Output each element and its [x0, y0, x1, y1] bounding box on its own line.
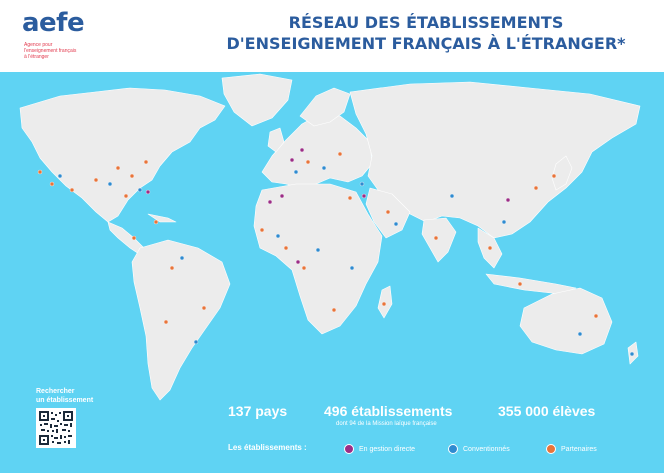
map-dot-conventionne	[275, 233, 281, 239]
land-cuba	[147, 213, 177, 223]
map-dot-partenaire	[305, 159, 311, 165]
legend-orange-dot-icon	[546, 444, 556, 454]
map-dot-partenaire	[337, 151, 343, 157]
land-india	[421, 217, 457, 263]
map-dot-partenaire	[153, 219, 159, 225]
map-dot-partenaire	[593, 313, 599, 319]
map-dot-partenaire	[283, 245, 289, 251]
map-dot-partenaire	[163, 319, 169, 325]
qr-label: Rechercher un établissement	[36, 387, 93, 405]
land-asia	[349, 81, 641, 239]
map-dot-partenaire	[123, 193, 129, 199]
legend-item-label: En gestion directe	[359, 445, 416, 453]
stat-students: 355 000 élèves	[498, 403, 596, 419]
map-dot-partenaire	[143, 159, 149, 165]
map-dot-conventionne	[57, 173, 63, 179]
logo-tagline-line-3: à l'étranger	[24, 54, 49, 60]
land-australia	[519, 287, 613, 355]
stat-schools: 496 établissements	[324, 403, 453, 419]
map-dot-conventionne	[315, 247, 321, 253]
map-dot-conventionne	[321, 165, 327, 171]
map-dot-gestion-directe	[505, 197, 511, 203]
map-dot-gestion-directe	[267, 199, 273, 205]
map-dot-partenaire	[115, 165, 121, 171]
map-dot-gestion-directe	[295, 259, 301, 265]
legend-item-partenaires: Partenaires	[546, 444, 597, 454]
map-dot-gestion-directe	[279, 193, 285, 199]
map-dot-partenaire	[93, 177, 99, 183]
map-dot-conventionne	[629, 351, 635, 357]
page-title: RÉSEAU DES ÉTABLISSEMENTS D'ENSEIGNEMENT…	[200, 12, 652, 54]
map-dot-conventionne	[349, 265, 355, 271]
qr-code-graphic	[38, 410, 74, 446]
map-dot-partenaire	[347, 195, 353, 201]
legend-item-label: Partenaires	[561, 445, 597, 453]
world-map	[19, 73, 641, 401]
map-dot-partenaire	[37, 169, 43, 175]
logo-tagline: Agence pour l'enseignement français à l'…	[24, 42, 76, 60]
map-dot-conventionne	[577, 331, 583, 337]
header: aefe Agence pour l'enseignement français…	[0, 0, 664, 72]
map-dot-conventionne	[359, 181, 365, 187]
map-dot-conventionne	[137, 187, 143, 193]
map-dot-conventionne	[501, 219, 507, 225]
legend-item-gestion-directe: En gestion directe	[344, 444, 415, 454]
land-madagascar	[377, 285, 393, 319]
map-dot-gestion-directe	[289, 157, 295, 163]
map-dot-conventionne	[193, 339, 199, 345]
logo-tagline-line-1: Agence pour	[24, 42, 53, 48]
map-dot-partenaire	[259, 227, 265, 233]
map-dot-gestion-directe	[299, 147, 305, 153]
map-dot-conventionne	[449, 193, 455, 199]
legend-purple-dot-icon	[344, 444, 354, 454]
map-dot-partenaire	[201, 305, 207, 311]
qr-label-line-1: Rechercher	[36, 388, 75, 395]
land-indonesia	[485, 273, 577, 295]
map-dot-conventionne	[293, 169, 299, 175]
land-uk	[267, 127, 285, 153]
map-dot-partenaire	[49, 181, 55, 187]
land-japan	[551, 155, 573, 191]
map-dot-partenaire	[533, 185, 539, 191]
title-line-1: RÉSEAU DES ÉTABLISSEMENTS	[288, 13, 564, 32]
stat-schools-note: dont 94 de la Mission laïque française	[336, 421, 437, 427]
map-dot-partenaire	[433, 235, 439, 241]
map-dot-partenaire	[169, 265, 175, 271]
map-dot-partenaire	[331, 307, 337, 313]
map-dot-gestion-directe	[361, 193, 367, 199]
aefe-logo: aefe	[22, 8, 85, 38]
land-north-america	[19, 87, 226, 223]
land-south-america	[131, 239, 231, 401]
map-dot-partenaire	[487, 245, 493, 251]
legend-item-label: Conventionnés	[463, 445, 510, 453]
map-dot-gestion-directe	[145, 189, 151, 195]
map-dot-conventionne	[107, 181, 113, 187]
legend-blue-dot-icon	[448, 444, 458, 454]
land-africa	[253, 183, 383, 335]
logo-tagline-line-2: l'enseignement français	[24, 48, 77, 54]
title-line-2: D'ENSEIGNEMENT FRANÇAIS À L'ÉTRANGER*	[226, 34, 626, 53]
map-dot-conventionne	[393, 221, 399, 227]
map-dot-partenaire	[385, 209, 391, 215]
map-dot-partenaire	[131, 235, 137, 241]
legend-label: Les établissements :	[228, 443, 307, 452]
map-dot-conventionne	[179, 255, 185, 261]
land-greenland	[221, 73, 293, 127]
legend-item-conventionnes: Conventionnés	[448, 444, 510, 454]
map-dot-partenaire	[301, 265, 307, 271]
map-dot-partenaire	[517, 281, 523, 287]
map-dot-partenaire	[69, 187, 75, 193]
map-dot-partenaire	[551, 173, 557, 179]
map-dot-partenaire	[129, 173, 135, 179]
qr-label-line-2: un établissement	[36, 397, 94, 404]
map-ocean	[0, 72, 664, 473]
qr-code-icon[interactable]	[36, 408, 76, 448]
land-scandinavia	[299, 87, 351, 127]
stat-countries: 137 pays	[228, 403, 288, 419]
map-dot-partenaire	[381, 301, 387, 307]
